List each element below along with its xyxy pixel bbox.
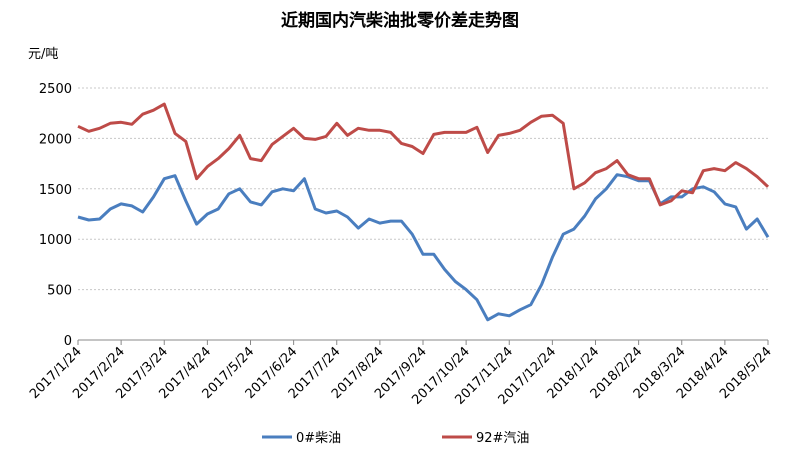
y-axis-label: 元/吨 [28, 47, 58, 62]
y-tick-label: 500 [47, 284, 72, 299]
legend-label: 92#汽油 [476, 431, 529, 446]
y-tick-label: 0 [64, 334, 72, 349]
chart-title: 近期国内汽柴油批零价差走势图 [281, 10, 519, 31]
series-line [77, 102, 770, 207]
y-tick-label: 2500 [39, 82, 72, 97]
y-tick-label: 2000 [39, 132, 72, 147]
series-line [77, 173, 770, 322]
y-tick-label: 1000 [39, 233, 72, 248]
legend-label: 0#柴油 [296, 431, 341, 446]
y-tick-label: 1500 [39, 183, 72, 198]
